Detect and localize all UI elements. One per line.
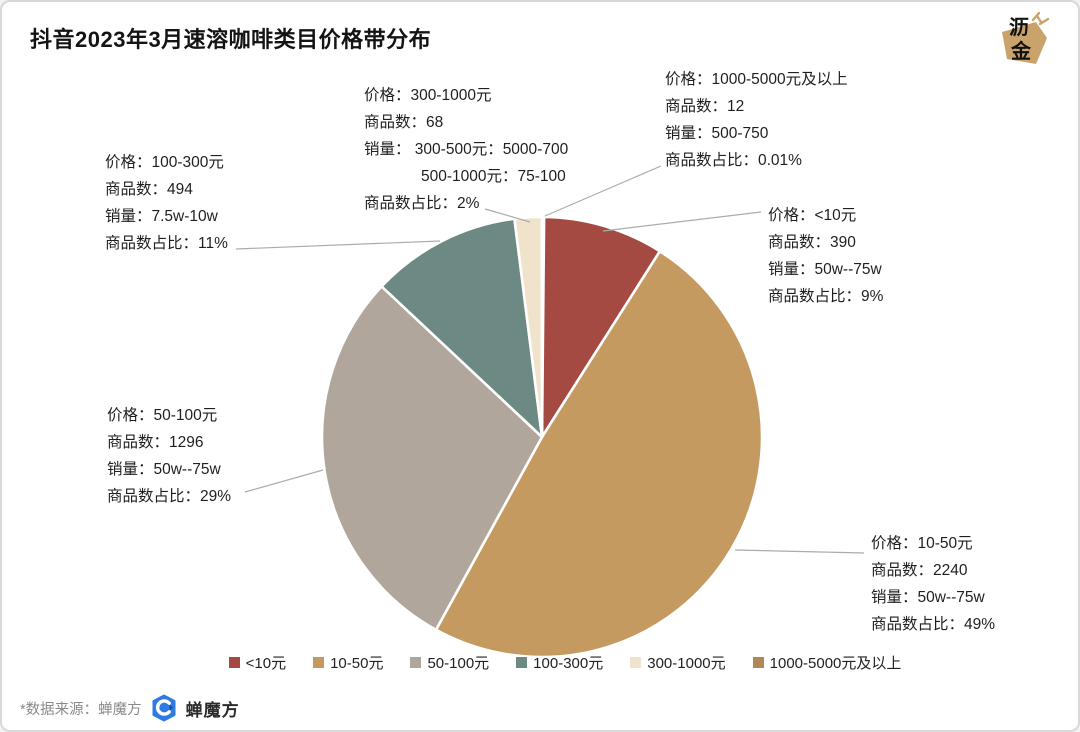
annotation-line: 销量：50w--75w bbox=[871, 589, 985, 606]
legend-swatch bbox=[752, 657, 764, 668]
legend-swatch bbox=[410, 657, 422, 668]
annotation-line: 商品数占比：29% bbox=[107, 488, 232, 505]
legend-label: <10元 bbox=[245, 655, 287, 672]
annotation-line: 商品数：12 bbox=[665, 98, 745, 115]
annotation-line: 商品数占比：11% bbox=[105, 235, 228, 252]
annotation-line: 商品数：390 bbox=[768, 234, 856, 251]
annotation-line: 商品数占比：9% bbox=[768, 288, 884, 305]
annotation-line: 价格：300-1000元 bbox=[364, 87, 492, 104]
annotation-100-300: 价格：100-300元 商品数：494 销量：7.5w-10w 商品数占比：11… bbox=[105, 149, 228, 257]
legend-item: 50-100元 bbox=[410, 652, 489, 673]
lijin-char-1: 沥 bbox=[1009, 16, 1029, 39]
chanmofang-logo-text: 蝉魔方 bbox=[185, 700, 240, 720]
lijin-logo: 沥 金 bbox=[1002, 11, 1050, 64]
annotation-line: 销量：50w--75w bbox=[107, 461, 221, 478]
legend-item: 300-1000元 bbox=[630, 652, 726, 673]
leader-line-10-50 bbox=[734, 549, 865, 554]
annotation-line: 价格：10-50元 bbox=[871, 535, 973, 552]
leader-lines bbox=[235, 165, 865, 554]
data-source-note: *数据来源：蝉魔方 bbox=[20, 701, 142, 718]
legend-label: 1000-5000元及以上 bbox=[769, 655, 902, 672]
annotation-line: 商品数占比：0.01% bbox=[665, 152, 802, 169]
annotation-line: 销量：500-750 bbox=[665, 125, 769, 142]
legend-item: 10-50元 bbox=[313, 652, 383, 673]
pie-slice-<10元 bbox=[540, 215, 662, 439]
annotation-lt-10: 价格：<10元 商品数：390 销量：50w--75w 商品数占比：9% bbox=[768, 202, 883, 310]
pie-slice-10-50元 bbox=[434, 249, 764, 659]
annotation-line: 销量：7.5w-10w bbox=[105, 208, 218, 225]
annotation-line: 销量：50w--75w bbox=[768, 261, 882, 278]
page-title: 抖音2023年3月速溶咖啡类目价格带分布 bbox=[30, 27, 432, 52]
legend-item: 1000-5000元及以上 bbox=[752, 652, 902, 673]
pie-slice-50-100元 bbox=[320, 285, 544, 632]
legend-swatch bbox=[228, 657, 240, 668]
annotation-line: 价格：<10元 bbox=[768, 207, 857, 224]
legend-label: 10-50元 bbox=[330, 655, 384, 672]
legend-swatch bbox=[313, 657, 325, 668]
legend-swatch bbox=[516, 657, 528, 668]
annotation-line: 销量： 300-500元：5000-700 bbox=[364, 141, 569, 158]
pie-slice-1000-5000元及以上 bbox=[540, 215, 546, 439]
annotation-300-1000: 价格：300-1000元 商品数：68 销量： 300-500元：5000-70… bbox=[364, 82, 568, 217]
annotation-line: 商品数：1296 bbox=[107, 434, 204, 451]
annotation-line: 商品数占比：2% bbox=[364, 195, 480, 212]
legend-label: 100-300元 bbox=[533, 655, 604, 672]
annotation-line: 500-1000元：75-100 bbox=[421, 168, 566, 185]
legend-swatch bbox=[630, 657, 642, 668]
leader-line-lt-10 bbox=[602, 211, 762, 232]
legend-item: 100-300元 bbox=[516, 652, 603, 673]
lijin-char-2: 金 bbox=[1010, 39, 1032, 63]
annotation-line: 商品数占比：49% bbox=[871, 616, 996, 633]
sparkle-icon bbox=[1031, 11, 1050, 26]
chanmofang-logo-icon bbox=[152, 694, 176, 722]
annotation-line: 价格：1000-5000元及以上 bbox=[665, 71, 848, 88]
annotation-line: 商品数：2240 bbox=[871, 562, 968, 579]
pie-slices bbox=[320, 215, 764, 659]
pie-slice-100-300元 bbox=[380, 217, 544, 439]
leader-line-50-100 bbox=[244, 469, 324, 493]
leader-line-100-300 bbox=[235, 240, 441, 250]
leader-line-1000-5000 bbox=[544, 165, 662, 217]
annotation-line: 商品数：68 bbox=[364, 114, 444, 131]
legend: <10元 10-50元 50-100元 100-300元 300-1000元 1… bbox=[2, 652, 1078, 673]
lijin-logo-shape bbox=[1002, 22, 1047, 64]
footer: *数据来源：蝉魔方 蝉魔方 bbox=[20, 694, 240, 722]
leader-line-300-1000 bbox=[484, 208, 531, 223]
annotation-50-100: 价格：50-100元 商品数：1296 销量：50w--75w 商品数占比：29… bbox=[107, 402, 231, 510]
annotation-line: 商品数：494 bbox=[105, 181, 193, 198]
annotation-10-50: 价格：10-50元 商品数：2240 销量：50w--75w 商品数占比：49% bbox=[871, 530, 995, 638]
legend-label: 50-100元 bbox=[427, 655, 490, 672]
legend-label: 300-1000元 bbox=[647, 655, 726, 672]
annotation-line: 价格：100-300元 bbox=[105, 154, 224, 171]
legend-item: <10元 bbox=[228, 652, 287, 673]
annotation-line: 价格：50-100元 bbox=[107, 407, 218, 424]
annotation-1000-5000: 价格：1000-5000元及以上 商品数：12 销量：500-750 商品数占比… bbox=[665, 66, 848, 174]
